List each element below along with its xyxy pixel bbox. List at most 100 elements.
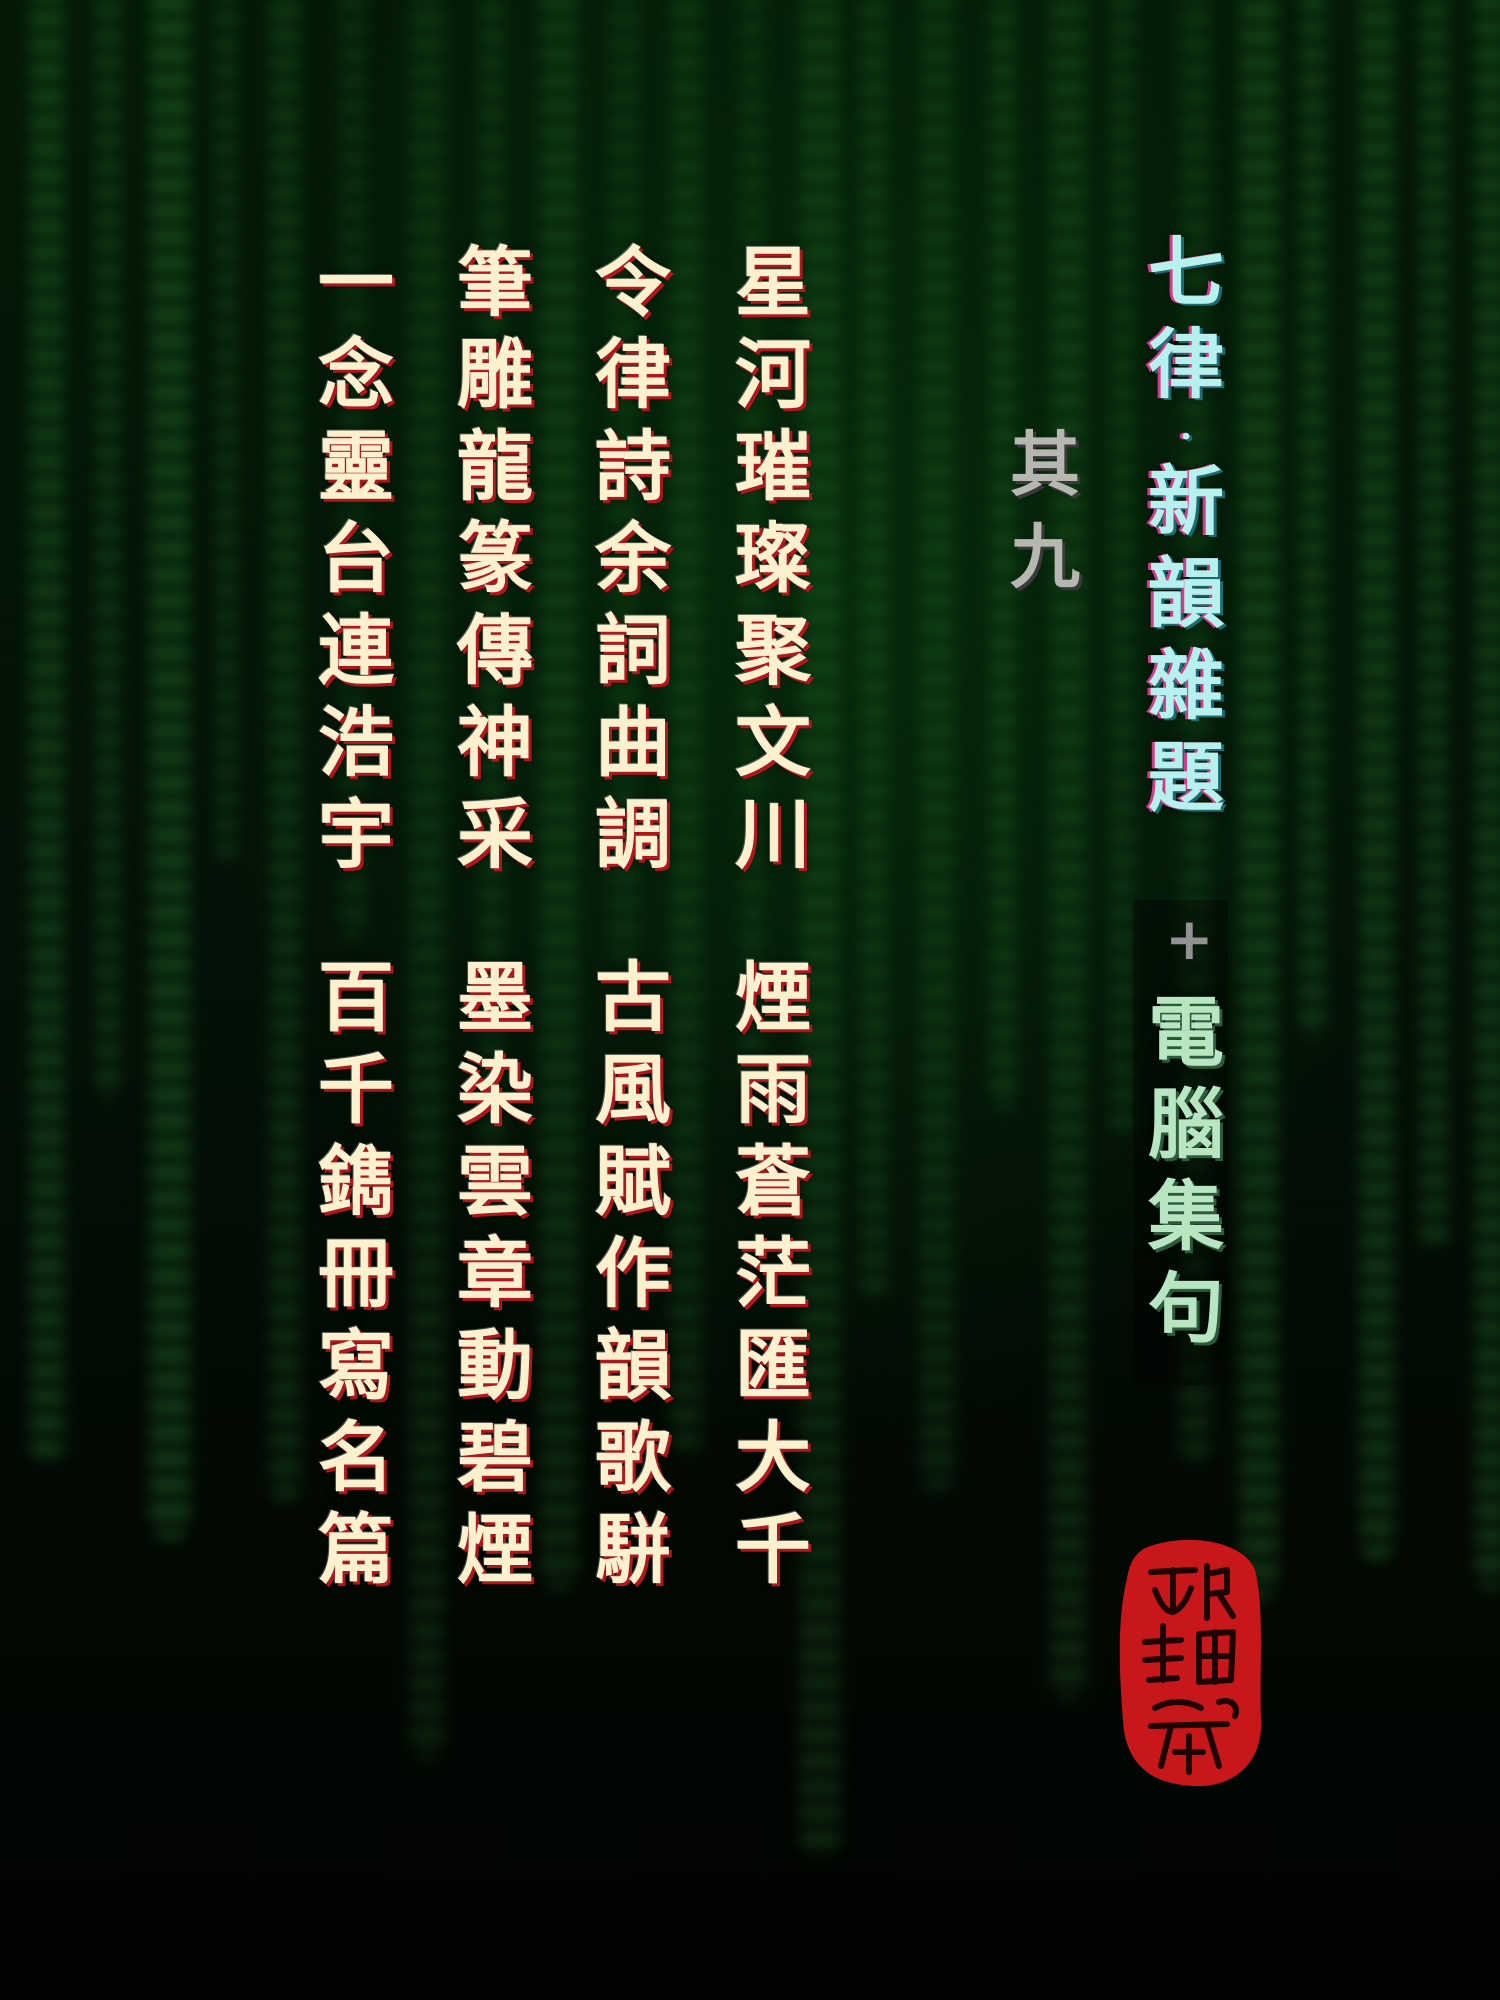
poem-char: 歌 (595, 1413, 671, 1502)
title-char: 電 (1148, 988, 1224, 1077)
poem-char: 雲 (457, 1137, 533, 1226)
rain-streak (670, 0, 702, 1450)
poem-char: 余 (595, 514, 671, 603)
poem-char: 川 (735, 790, 811, 879)
poem-char: 煙 (457, 1505, 533, 1594)
poem-char: 匯 (735, 1321, 811, 1410)
rain-streak (410, 0, 444, 1760)
poem-char: 名 (318, 1413, 394, 1502)
seal-graphic (1119, 1539, 1262, 1787)
poem-char: 作 (595, 1229, 671, 1318)
title-char: 雜 (1148, 641, 1224, 730)
poem-char: 動 (457, 1321, 533, 1410)
title-char: 腦 (1148, 1080, 1224, 1169)
poem-line-4-second: 百 千 鐫 冊 寫 名 篇 (318, 960, 394, 1604)
title-char: · (1179, 416, 1193, 458)
rain-streak (540, 0, 578, 1590)
poem-line-1-first: 星 河 璀 璨 聚 文 川 (735, 245, 811, 889)
poem-line-1-second: 煙 雨 蒼 茫 匯 大 千 (735, 960, 811, 1604)
poem-line-2-second: 古 風 賦 作 韻 歌 駢 (595, 960, 671, 1604)
poem-char: 百 (318, 953, 394, 1042)
poem-char: 曲 (595, 698, 671, 787)
rain-streak (1180, 0, 1210, 1460)
title-char: 律 (1148, 320, 1224, 409)
title-char: 集 (1148, 1172, 1224, 1261)
title-char: 韻 (1148, 549, 1224, 638)
title-column-part1: 七 律 · 新 韻 雜 題 (1148, 235, 1224, 832)
red-seal-stamp (1115, 1530, 1265, 1792)
rain-streak (30, 0, 64, 1460)
poem-char: 煙 (735, 953, 811, 1042)
poem-char: 靈 (318, 422, 394, 511)
rain-streak (270, 0, 300, 1500)
rain-streak (610, 0, 638, 960)
poem-char: 台 (318, 514, 394, 603)
poem-char: 聚 (735, 606, 811, 695)
poem-char: 星 (735, 238, 811, 327)
rain-streak (1300, 0, 1326, 1040)
rain-streak (1360, 0, 1394, 1560)
poem-char: 冊 (318, 1229, 394, 1318)
poem-char: 大 (735, 1413, 811, 1502)
title-joiner: + (1165, 905, 1214, 973)
poem-char: 傳 (457, 606, 533, 695)
poem-char: 千 (318, 1045, 394, 1134)
poem-char: 筆 (457, 238, 533, 327)
poem-char: 韻 (595, 1321, 671, 1410)
rain-streak (215, 0, 237, 860)
poem-char: 碧 (457, 1413, 533, 1502)
poem-char: 風 (595, 1045, 671, 1134)
poem-char: 河 (735, 330, 811, 419)
poem-char: 茫 (735, 1229, 811, 1318)
rain-streak (1110, 0, 1134, 1140)
poem-char: 璨 (735, 514, 811, 603)
poem-char: 鐫 (318, 1137, 394, 1226)
title-char: 句 (1148, 1264, 1224, 1353)
rain-streak (95, 0, 121, 1100)
poem-char: 墨 (457, 953, 533, 1042)
title-char: 題 (1148, 733, 1224, 822)
poem-char: 篆 (457, 514, 533, 603)
poem-char: 古 (595, 953, 671, 1042)
poem-char: 詩 (595, 422, 671, 511)
rain-streak (1240, 0, 1278, 1600)
poem-char: 雨 (735, 1045, 811, 1134)
poem-char: 寫 (318, 1321, 394, 1410)
poem-char: 念 (318, 330, 394, 419)
rain-streak (990, 0, 1016, 1110)
rain-streak (480, 0, 504, 1200)
rain-streak (150, 0, 190, 1540)
poem-char: 神 (457, 698, 533, 787)
poem-char: 文 (735, 698, 811, 787)
poem-char: 璀 (735, 422, 811, 511)
rain-streak (1475, 0, 1500, 1590)
poem-line-3-first: 筆 雕 龍 篆 傳 神 采 (457, 245, 533, 889)
poem-char: 篇 (318, 1505, 394, 1594)
poem-char: 律 (595, 330, 671, 419)
poem-line-3-second: 墨 染 雲 章 動 碧 煙 (457, 960, 533, 1604)
poem-char: 調 (595, 790, 671, 879)
poem-char: 龍 (457, 422, 533, 511)
subtitle-char: 九 (1010, 515, 1080, 598)
poem-char: 蒼 (735, 1137, 811, 1226)
title-column-part2: 電 腦 集 句 (1148, 995, 1224, 1363)
poem-line-4-first: 一 念 靈 台 連 浩 宇 (318, 245, 394, 889)
title-char: 新 (1148, 457, 1224, 546)
poem-char: 浩 (318, 698, 394, 787)
poem-char: 一 (318, 238, 394, 327)
subtitle-column: 其 九 (1010, 430, 1080, 614)
poem-char: 采 (457, 790, 533, 879)
rain-streak (1050, 0, 1086, 1700)
poem-char: 宇 (318, 790, 394, 879)
rain-streak (340, 0, 366, 940)
poem-line-2-first: 令 律 詩 余 詞 曲 調 (595, 245, 671, 889)
poem-char: 章 (457, 1229, 533, 1318)
title-part2-panel (1133, 900, 1228, 1385)
rain-streak (1420, 0, 1448, 1250)
rain-streak (920, 0, 954, 1490)
subtitle-char: 其 (1010, 423, 1080, 506)
rain-streak (740, 0, 764, 1090)
title-char: 七 (1148, 228, 1224, 317)
